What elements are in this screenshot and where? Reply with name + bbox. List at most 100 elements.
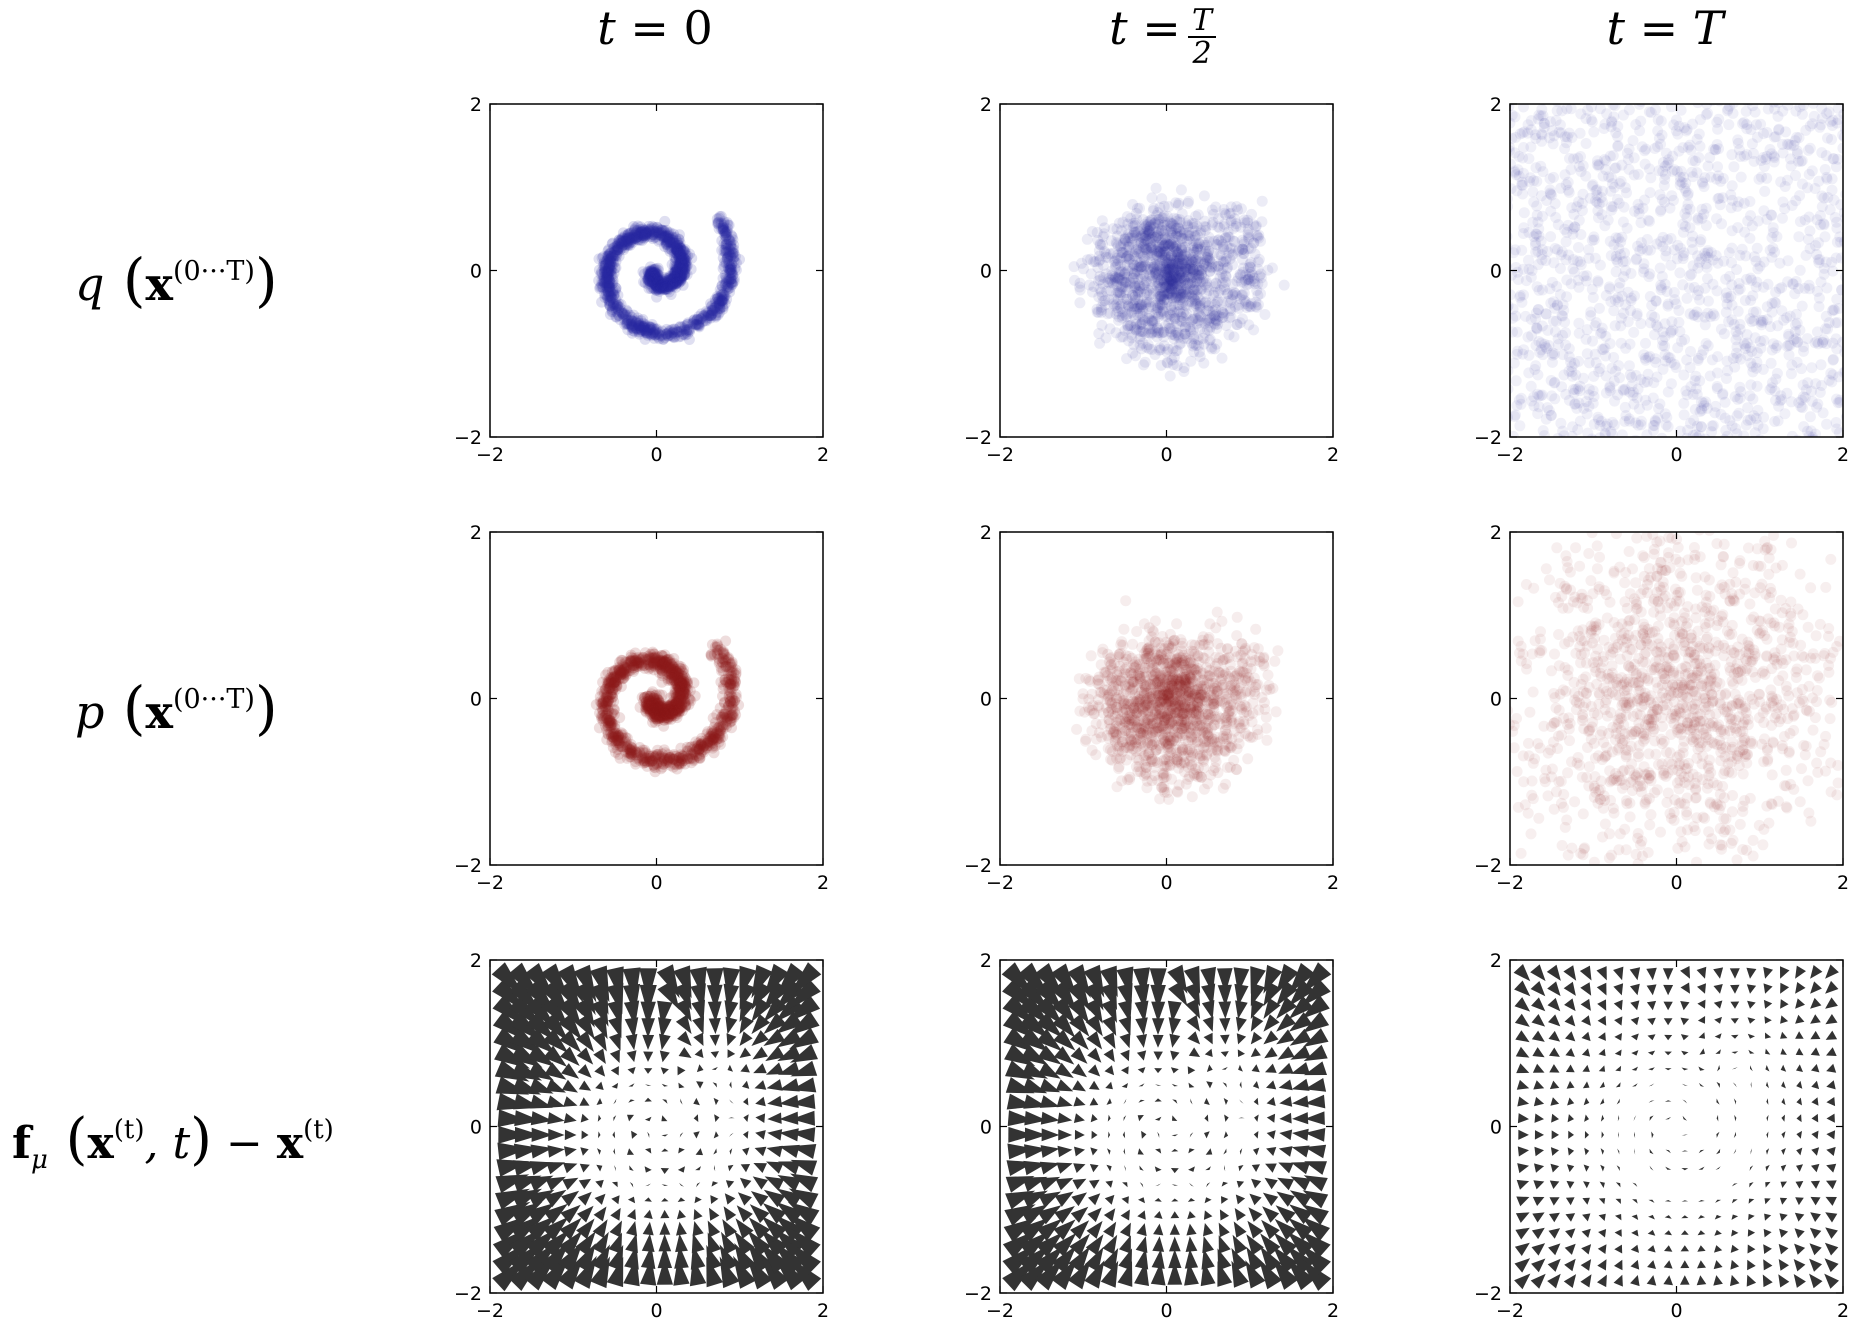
scatter-point — [608, 252, 620, 264]
scatter-point — [654, 276, 665, 288]
scatter-point — [1164, 280, 1175, 292]
scatter-point — [617, 308, 629, 320]
scatter-point — [1188, 264, 1199, 275]
scatter-point — [1561, 104, 1573, 115]
scatter-point — [706, 304, 718, 316]
scatter-point — [650, 326, 662, 338]
scatter-point — [655, 279, 667, 290]
scatter-point — [654, 229, 666, 241]
scatter-point — [704, 310, 716, 322]
scatter-point — [662, 236, 674, 248]
scatter-point — [604, 280, 615, 292]
scatter-point — [1126, 332, 1138, 344]
scatter-point — [727, 269, 739, 281]
scatter-point — [627, 315, 639, 327]
scatter-point — [650, 279, 662, 291]
scatter-point — [1152, 207, 1164, 219]
scatter-point — [622, 239, 634, 251]
scatter-point — [1127, 240, 1139, 251]
scatter-point — [647, 272, 658, 284]
scatter-point — [650, 267, 661, 279]
scatter-point — [1239, 244, 1251, 256]
scatter-point — [698, 310, 710, 322]
scatter-point — [1126, 301, 1138, 313]
scatter-point — [651, 281, 663, 293]
scatter-point — [722, 283, 733, 295]
scatter-point — [679, 253, 691, 265]
scatter-point — [1655, 205, 1666, 217]
scatter-point — [669, 267, 681, 279]
scatter-point — [634, 320, 646, 332]
scatter-point — [1194, 302, 1206, 314]
scatter-point — [1172, 258, 1184, 270]
scatter-point — [712, 309, 724, 321]
scatter-point — [641, 324, 653, 336]
scatter-point — [601, 286, 613, 297]
scatter-point — [1182, 278, 1194, 289]
scatter-point — [607, 250, 619, 262]
scatter-point — [728, 251, 740, 263]
scatter-point — [656, 224, 668, 236]
scatter-point — [1128, 303, 1140, 315]
scatter-point — [651, 274, 663, 286]
scatter-point — [726, 266, 738, 278]
scatter-point — [1094, 238, 1106, 250]
scatter-point — [650, 273, 662, 285]
scatter-point — [674, 271, 686, 283]
scatter-point — [1174, 216, 1186, 228]
row-label-q: q (x(0···T)) — [75, 246, 278, 314]
scatter-point — [659, 277, 671, 289]
scatter-point — [663, 272, 675, 284]
scatter-point — [637, 223, 649, 235]
scatter-point — [1139, 261, 1150, 272]
scatter-point — [606, 293, 618, 305]
scatter-point — [1531, 323, 1543, 335]
scatter-point — [1116, 247, 1128, 258]
scatter-point — [1134, 303, 1146, 314]
scatter-point — [663, 278, 675, 290]
scatter-point — [670, 267, 682, 279]
scatter-point — [1251, 301, 1263, 313]
scatter-point — [674, 250, 686, 261]
scatter-point — [1161, 268, 1172, 280]
scatter-point — [665, 227, 676, 239]
scatter-point — [671, 267, 683, 279]
scatter-point — [1524, 176, 1535, 187]
scatter-point — [1583, 389, 1595, 401]
scatter-point — [1815, 219, 1826, 231]
scatter-point — [674, 250, 686, 262]
scatter-point — [651, 281, 663, 293]
scatter-point — [665, 237, 677, 249]
scatter-point — [613, 242, 625, 254]
scatter-point — [668, 276, 679, 288]
scatter-point — [1144, 220, 1156, 232]
scatter-point — [717, 263, 729, 274]
scatter-point — [678, 253, 690, 264]
scatter-point — [1191, 264, 1203, 276]
scatter-point — [648, 277, 659, 289]
scatter-point — [1111, 252, 1123, 264]
scatter-point — [612, 304, 624, 316]
scatter-point — [1106, 265, 1118, 277]
scatter-point — [723, 219, 735, 231]
scatter-point — [1121, 293, 1133, 305]
scatter-point — [675, 269, 686, 281]
scatter-point — [1112, 255, 1124, 267]
scatter-point — [1170, 264, 1182, 276]
scatter-point — [676, 255, 687, 267]
scatter-point — [593, 264, 605, 276]
scatter-point — [1094, 283, 1106, 295]
scatter-point — [623, 234, 635, 246]
scatter-point — [714, 302, 726, 314]
scatter-point — [1154, 247, 1166, 258]
scatter-point — [607, 277, 619, 289]
scatter-point — [720, 239, 732, 251]
scatter-point — [1185, 230, 1196, 242]
scatter-point — [1726, 180, 1738, 192]
scatter-point — [1139, 238, 1151, 250]
scatter-point — [1612, 141, 1624, 152]
scatter-point — [605, 291, 617, 303]
scatter-point — [645, 261, 656, 273]
scatter-point — [1187, 266, 1199, 278]
scatter-point — [602, 273, 614, 284]
